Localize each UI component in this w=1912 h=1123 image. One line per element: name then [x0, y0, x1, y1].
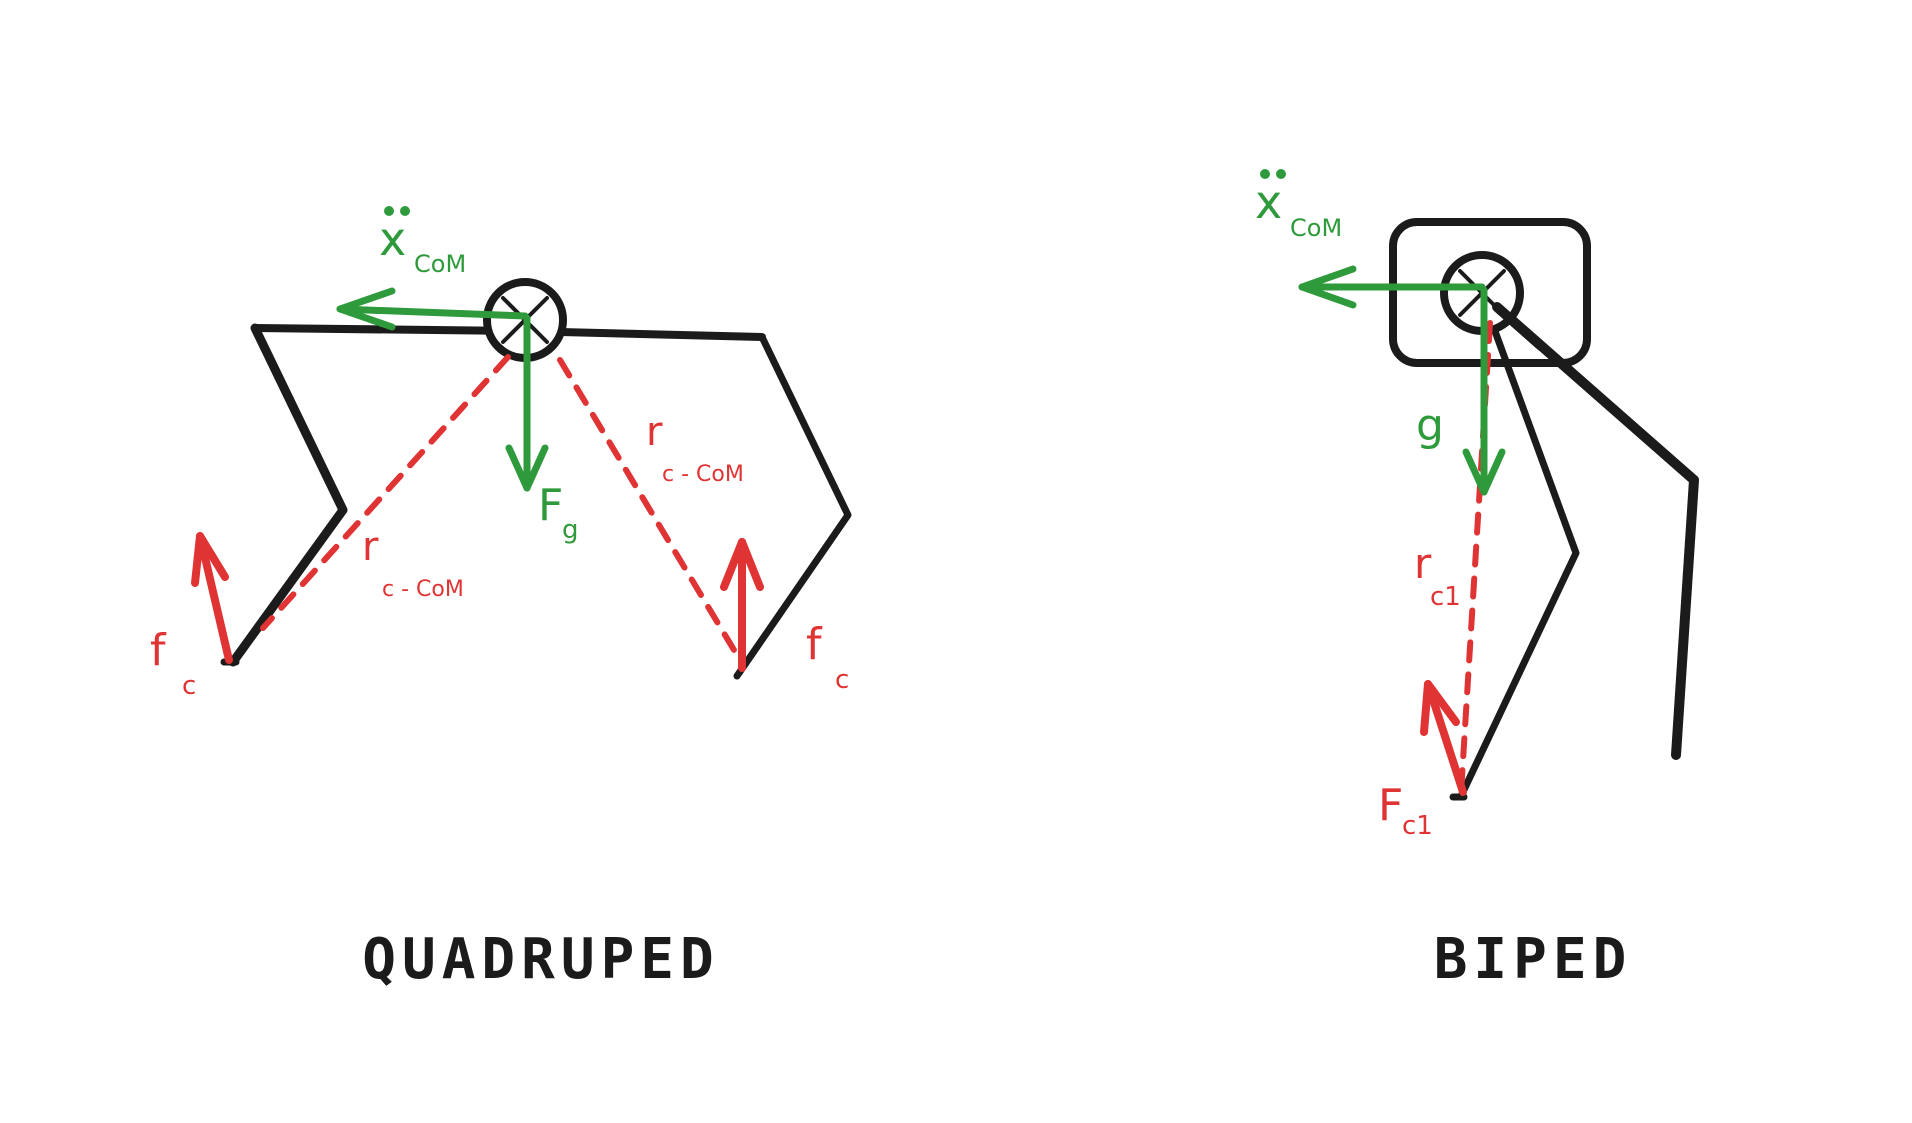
quadruped-left-leg: [228, 323, 348, 667]
biped-f-arrow: [1424, 680, 1467, 796]
biped-f-sub: c1: [1402, 811, 1433, 841]
quadruped-acc-main: x: [379, 212, 406, 266]
biped-front-leg: [1458, 308, 1580, 798]
biped-back-leg: [1492, 302, 1699, 760]
quadruped-f-left-sub: c: [182, 671, 196, 701]
quadruped-acc-arrowhead: [336, 287, 396, 331]
quadruped-r-right-sub: c - CoM: [662, 462, 744, 487]
quadruped-f-left-arrow: [196, 532, 233, 664]
quadruped-r-left-label: r c - CoM: [362, 524, 464, 602]
quadruped-r-right-vector: [557, 357, 743, 663]
quadruped-f-right-arrowhead: [720, 538, 764, 591]
quadruped-acc-arrow: [336, 305, 529, 320]
biped-g-arrowhead: [1462, 448, 1506, 496]
biped-g-label: g: [1416, 400, 1444, 451]
quadruped-f-right-label: f c: [806, 619, 849, 695]
biped-acc-arrowhead: [1298, 265, 1357, 309]
quadruped-r-right-label: r c - CoM: [646, 409, 744, 487]
biped-f-arrowhead: [1420, 680, 1460, 736]
quadruped-r-left-sub: c - CoM: [382, 577, 464, 602]
quadruped-title: QUADRUPED: [362, 927, 719, 992]
quadruped-r-left-main: r: [362, 524, 379, 570]
quadruped-f-right-sub: c: [835, 665, 849, 695]
quadruped-r-left-vector: [260, 354, 511, 631]
biped-r-sub: c1: [1430, 582, 1461, 612]
quadruped-acc-label: x CoM: [379, 206, 466, 278]
quadruped-f-right-main: f: [806, 619, 823, 670]
quadruped-right-leg: [733, 333, 852, 680]
biped-diagram: x CoM g r c1 F c1 BIPED: [1255, 169, 1699, 992]
biped-acc-main: x: [1255, 175, 1282, 229]
biped-r-label: r c1: [1414, 539, 1461, 612]
biped-acc-label: x CoM: [1255, 169, 1342, 242]
quadruped-f-left-arrowhead: [191, 532, 229, 587]
quadruped-f-left-main: f: [150, 625, 167, 676]
biped-title: BIPED: [1434, 927, 1633, 992]
biped-back-leg-hip: [1492, 302, 1545, 350]
biped-f-main: F: [1378, 780, 1403, 831]
quadruped-f-left-label: f c: [150, 625, 196, 701]
quadruped-fg-main: F: [538, 480, 563, 531]
quadruped-fg-arrowhead: [505, 444, 549, 492]
quadruped-diagram: x CoM F g r c - CoM r c - CoM f c f c QU…: [150, 206, 852, 992]
quadruped-fg-label: F g: [538, 480, 579, 545]
biped-f-label: F c1: [1378, 780, 1433, 841]
quadruped-r-right-main: r: [646, 409, 663, 455]
quadruped-fg-sub: g: [562, 515, 579, 545]
biped-r-main: r: [1414, 539, 1432, 588]
biped-acc-sub: CoM: [1290, 214, 1342, 242]
quadruped-acc-sub: CoM: [414, 250, 466, 278]
